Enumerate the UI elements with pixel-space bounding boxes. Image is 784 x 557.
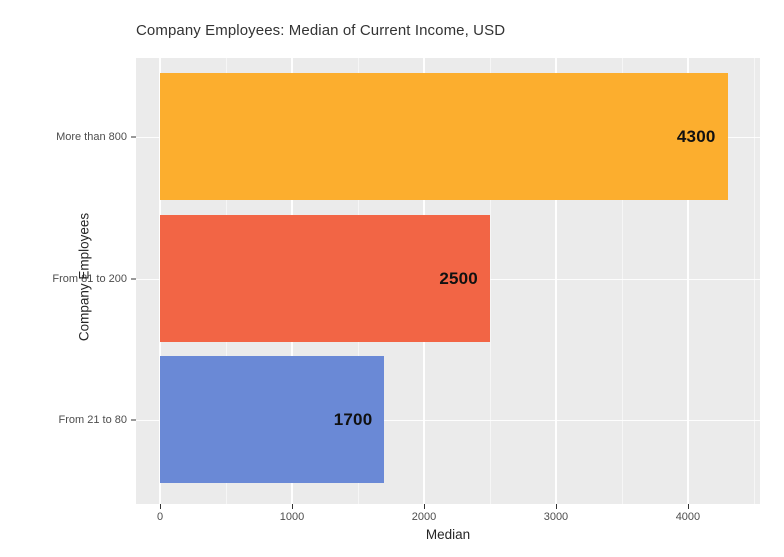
- gridline-minor-vertical: [621, 58, 623, 504]
- gridline-major-horizontal: [136, 419, 760, 421]
- bar-value-label: 2500: [439, 268, 478, 288]
- y-tick-label: From 81 to 200: [52, 272, 127, 285]
- y-tick-mark: [131, 278, 136, 279]
- y-tick-mark: [131, 136, 136, 137]
- x-tick-label: 3000: [543, 511, 569, 523]
- plot-panel: 4300 2500 1700: [136, 58, 760, 504]
- gridline-major-vertical: [554, 58, 557, 504]
- bar-from-81-to-200: 2500: [160, 215, 490, 342]
- x-tick-label: 4000: [675, 511, 701, 523]
- x-axis-title: Median: [425, 527, 471, 542]
- bar-value-label: 1700: [333, 409, 373, 429]
- x-tick-label: 2000: [411, 511, 437, 523]
- x-tick-mark: [423, 504, 425, 509]
- bar-more-than-800: 4300: [160, 73, 728, 200]
- gridline-major-vertical: [686, 58, 689, 504]
- y-tick-mark: [131, 419, 136, 420]
- y-tick-label: More than 800: [56, 130, 127, 143]
- x-tick-mark: [555, 504, 557, 509]
- x-tick-mark: [292, 504, 293, 509]
- gridline-minor-vertical: [753, 58, 755, 504]
- y-tick-label: From 21 to 80: [58, 413, 127, 426]
- bar-value-label: 4300: [676, 126, 716, 146]
- y-axis-title: Company Employees: [76, 212, 92, 342]
- x-tick-mark: [687, 504, 689, 509]
- gridline-minor-vertical: [489, 58, 491, 504]
- chart-title: Company Employees: Median of Current Inc…: [136, 22, 506, 39]
- bar-from-21-to-80: 1700: [160, 356, 385, 483]
- x-tick-mark: [160, 504, 162, 509]
- x-tick-label: 0: [156, 511, 164, 523]
- x-tick-label: 1000: [279, 511, 305, 523]
